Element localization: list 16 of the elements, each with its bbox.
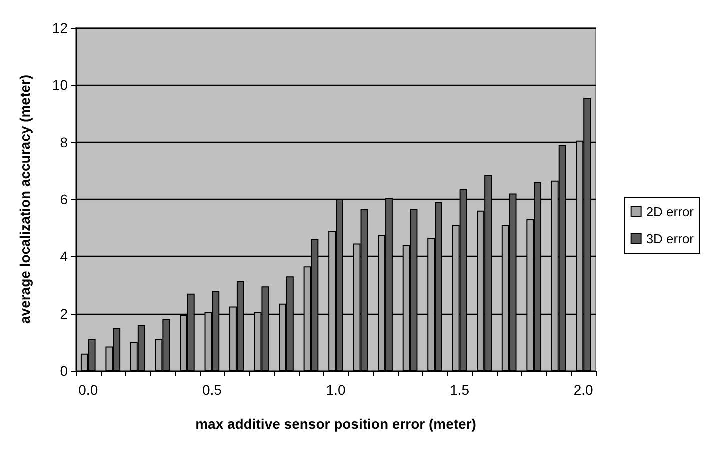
y-tick-label: 12 bbox=[52, 20, 68, 36]
x-tick-label: 0.0 bbox=[78, 382, 98, 398]
x-tick-label: 1.0 bbox=[326, 382, 346, 398]
y-tick-label: 10 bbox=[52, 77, 68, 94]
y-axis-title: average localization accuracy (meter) bbox=[17, 74, 33, 324]
legend-label: 3D error bbox=[646, 232, 695, 246]
y-tick-label: 8 bbox=[60, 134, 68, 150]
x-tick-label: 2.0 bbox=[574, 382, 594, 398]
legend-label: 2D error bbox=[646, 204, 695, 220]
x-tick-label: 1.5 bbox=[450, 382, 470, 398]
y-tick-label: 4 bbox=[60, 248, 68, 265]
x-tick-label: 0.5 bbox=[202, 382, 222, 398]
x-axis-title: max additive sensor position error (meter) bbox=[196, 416, 476, 432]
y-tick-label: 6 bbox=[60, 192, 68, 208]
y-tick-label: 0 bbox=[60, 363, 68, 379]
y-tick-label: 2 bbox=[60, 306, 68, 322]
